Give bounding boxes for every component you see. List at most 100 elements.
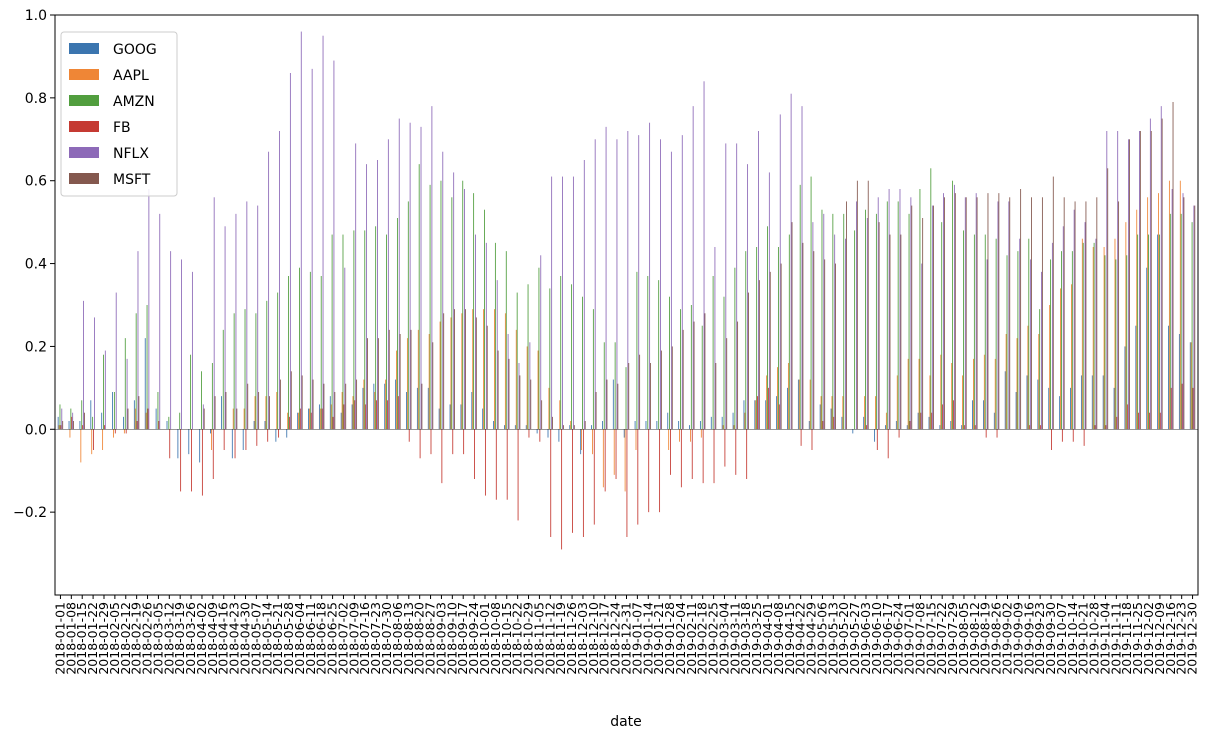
- bar-FB-2018-12-31: [626, 429, 628, 537]
- bar-FB-2018-01-01: [60, 425, 62, 430]
- x-tick-label: 2019-08-12: [967, 602, 982, 675]
- bar-GOOG-2019-12-02: [1146, 267, 1148, 430]
- x-tick-label: 2018-06-11: [303, 602, 318, 675]
- bar-GOOG-2019-11-25: [1135, 325, 1137, 430]
- bar-AMZN-2018-01-29: [103, 354, 104, 430]
- x-tick-label: 2019-12-09: [1152, 602, 1167, 675]
- bar-NFLX-2018-02-26: [148, 189, 150, 430]
- x-tick-label: 2019-09-09: [1010, 602, 1025, 675]
- bar-AMZN-2019-11-18: [1126, 255, 1128, 430]
- bar-AAPL-2018-01-22: [91, 429, 93, 455]
- bar-AMZN-2019-11-25: [1137, 234, 1139, 430]
- bar-AAPL-2018-01-08: [69, 429, 71, 438]
- bar-GOOG-2019-07-15: [928, 416, 930, 430]
- x-tick-label: 2018-05-07: [248, 602, 263, 675]
- bar-GOOG-2019-11-18: [1124, 346, 1126, 430]
- bar-GOOG-2018-03-12: [166, 421, 168, 430]
- bar-MSFT-2019-07-08: [922, 218, 924, 430]
- bar-AMZN-2019-07-01: [908, 213, 910, 430]
- x-tick-label: 2019-02-11: [684, 602, 699, 675]
- bar-NFLX-2018-07-23: [377, 160, 378, 430]
- bar-MSFT-2019-12-30: [1194, 205, 1196, 430]
- series-MSFT: [62, 102, 1196, 430]
- bar-GOOG-2019-10-14: [1070, 387, 1071, 430]
- bar-GOOG-2018-07-09: [351, 404, 353, 430]
- x-tick-label: 2019-10-14: [1065, 602, 1080, 675]
- bar-FB-2018-03-19: [180, 429, 182, 492]
- bar-FB-2018-10-29: [528, 429, 530, 438]
- bar-NFLX-2019-02-18: [703, 81, 705, 430]
- bar-AMZN-2018-11-05: [538, 267, 540, 430]
- x-tick-label: 2018-07-02: [335, 602, 350, 675]
- bar-GOOG-2019-06-17: [885, 425, 886, 430]
- bar-MSFT-2018-07-16: [367, 338, 368, 430]
- bar-FB-2018-09-24: [474, 429, 475, 479]
- bar-MSFT-2018-12-31: [628, 363, 630, 430]
- bar-NFLX-2019-06-24: [899, 189, 901, 430]
- x-tick-label: 2018-01-08: [63, 602, 78, 675]
- bar-NFLX-2019-04-01: [768, 172, 770, 430]
- bar-NFLX-2019-10-07: [1062, 226, 1064, 430]
- bar-MSFT-2018-06-25: [334, 392, 336, 430]
- bar-GOOG-2018-02-26: [144, 338, 146, 430]
- x-tick-label: 2019-06-10: [869, 602, 884, 675]
- bar-AAPL-2019-05-13: [831, 396, 833, 430]
- bar-FB-2019-05-13: [833, 416, 835, 430]
- bar-GOOG-2019-12-16: [1168, 325, 1169, 430]
- bar-AAPL-2019-12-30: [1190, 342, 1192, 430]
- bar-AMZN-2019-05-13: [832, 213, 834, 430]
- bar-AAPL-2019-03-18: [744, 412, 746, 430]
- x-tick-label: 2018-01-29: [96, 602, 111, 675]
- x-tick-label: 2018-01-22: [85, 602, 100, 675]
- bar-FB-2018-03-05: [158, 421, 160, 430]
- bar-NFLX-2019-06-17: [888, 189, 890, 430]
- bar-MSFT-2018-04-02: [203, 408, 205, 430]
- bar-AAPL-2018-09-24: [472, 309, 474, 430]
- bar-MSFT-2018-08-20: [421, 383, 423, 430]
- bar-GOOG-2019-08-12: [972, 400, 973, 430]
- bar-NFLX-2018-02-19: [137, 251, 139, 430]
- bar-AMZN-2019-07-08: [919, 189, 921, 430]
- bar-AMZN-2019-08-26: [995, 238, 997, 430]
- bar-GOOG-2019-06-03: [863, 416, 865, 430]
- bar-AMZN-2018-06-25: [331, 234, 333, 430]
- bar-AMZN-2018-02-19: [135, 313, 137, 430]
- bar-MSFT-2019-09-23: [1041, 197, 1043, 430]
- x-tick-label: 2019-05-27: [847, 602, 862, 675]
- bar-NFLX-2019-03-18: [747, 164, 749, 430]
- bar-AAPL-2019-12-16: [1168, 180, 1170, 430]
- bar-AAPL-2018-10-29: [526, 346, 528, 430]
- bar-FB-2018-10-22: [517, 429, 519, 521]
- legend-label-FB: FB: [113, 120, 131, 136]
- bar-AAPL-2019-02-11: [690, 429, 691, 442]
- bar-MSFT-2018-12-24: [617, 383, 619, 430]
- bar-GOOG-2018-01-01: [57, 416, 59, 430]
- bar-AMZN-2019-06-17: [886, 201, 888, 430]
- series-GOOG: [57, 234, 1191, 463]
- bar-NFLX-2018-08-27: [431, 106, 433, 430]
- x-tick-label: 2018-01-01: [52, 602, 67, 675]
- bar-AAPL-2018-06-18: [319, 408, 321, 430]
- bar-AAPL-2018-04-30: [243, 408, 245, 430]
- bar-NFLX-2019-07-15: [932, 205, 934, 430]
- bar-AAPL-2019-09-02: [1005, 334, 1007, 430]
- bar-AMZN-2019-08-12: [973, 234, 975, 430]
- bar-FB-2019-05-06: [822, 421, 824, 430]
- bar-AAPL-2018-09-10: [450, 317, 452, 430]
- bar-FB-2019-03-11: [735, 429, 737, 475]
- bar-NFLX-2018-09-03: [442, 151, 444, 430]
- bar-AMZN-2019-07-22: [941, 222, 943, 430]
- bar-MSFT-2019-09-02: [1009, 197, 1011, 430]
- bar-AAPL-2018-11-26: [570, 421, 572, 430]
- legend-label-GOOG: GOOG: [113, 42, 157, 58]
- bar-FB-2018-04-30: [245, 429, 247, 450]
- bar-NFLX-2018-09-17: [464, 189, 465, 430]
- bar-AMZN-2019-12-30: [1191, 222, 1193, 430]
- x-tick-label: 2018-04-09: [205, 602, 220, 675]
- bar-MSFT-2018-12-10: [595, 392, 597, 430]
- bar-MSFT-2018-09-03: [443, 313, 445, 430]
- bar-GOOG-2018-08-13: [406, 392, 407, 430]
- bar-AAPL-2019-11-25: [1136, 209, 1138, 430]
- bar-AAPL-2019-11-18: [1125, 222, 1127, 430]
- bar-MSFT-2018-11-26: [573, 425, 575, 430]
